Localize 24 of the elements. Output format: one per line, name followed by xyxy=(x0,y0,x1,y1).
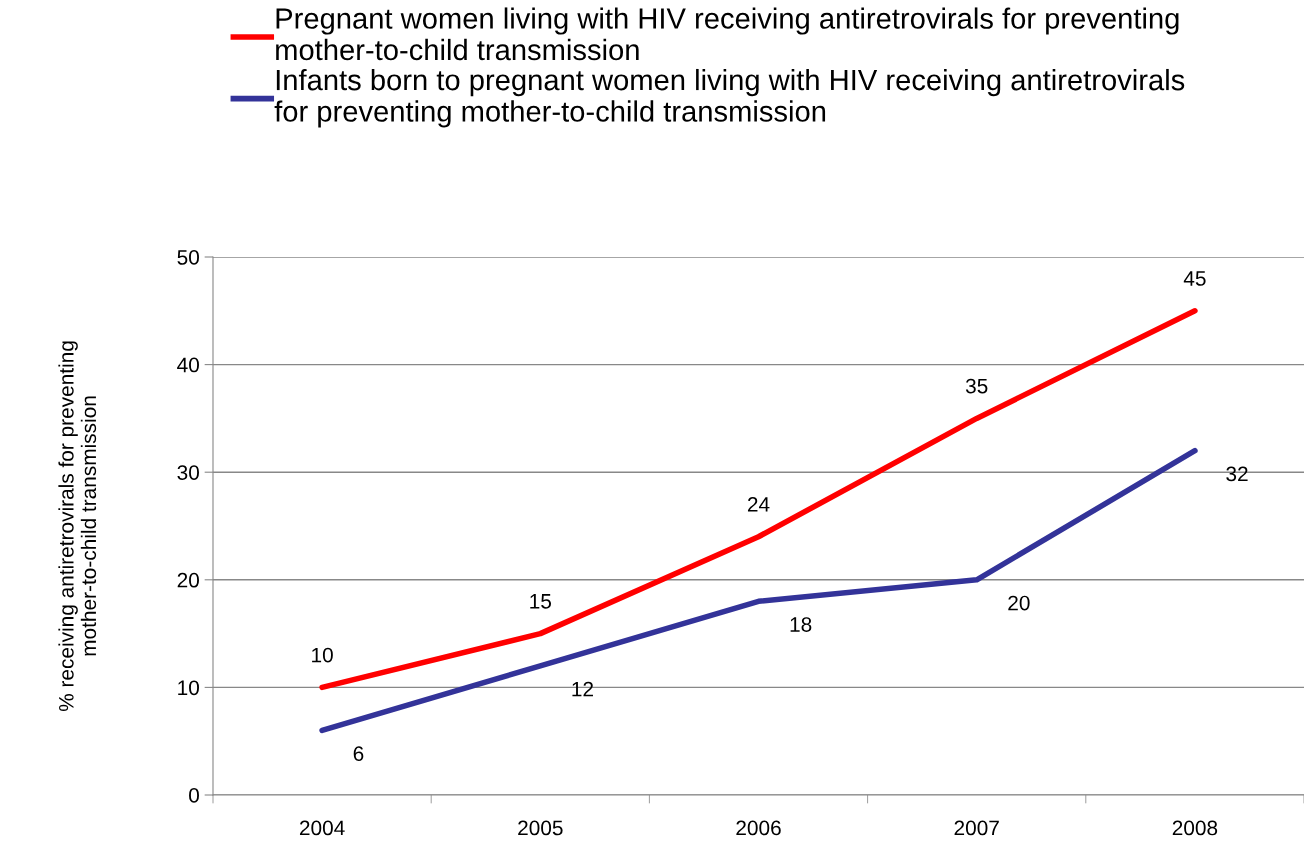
x-tick-label: 2005 xyxy=(518,820,563,836)
data-label: 35 xyxy=(965,378,988,394)
x-tick-label: 2004 xyxy=(299,820,345,836)
data-label: 24 xyxy=(747,497,770,512)
y-tick-label: 30 xyxy=(177,465,199,480)
legend-label: Infants born to pregnant women living with HIV receiving antiretrovirals for preventing mother-to-child transmission xyxy=(274,68,1185,128)
data-label: 10 xyxy=(312,647,333,663)
data-label: 32 xyxy=(1226,466,1248,482)
y-axis-title: % receiving antiretrovirals for preventing mother-to-child transmission xyxy=(58,341,97,712)
x-tick-label: 2007 xyxy=(954,820,999,836)
data-label: 12 xyxy=(572,681,593,697)
y-tick-label: 40 xyxy=(177,357,199,373)
data-label: 45 xyxy=(1183,271,1206,286)
y-tick-label: 20 xyxy=(177,572,199,588)
x-tick-label: 2008 xyxy=(1172,820,1218,836)
y-tick-label: 50 xyxy=(177,250,199,265)
y-tick-label: 10 xyxy=(178,680,199,696)
data-label: 20 xyxy=(1008,595,1030,611)
data-label: 18 xyxy=(790,617,812,632)
data-label: 6 xyxy=(353,746,364,762)
data-label: 15 xyxy=(530,594,552,609)
legend-label: Pregnant women living with HIV receiving antiretrovirals for preventing mother-to-child transmission xyxy=(276,7,1179,61)
x-tick-label: 2006 xyxy=(736,820,781,836)
y-tick-label: 0 xyxy=(189,788,199,803)
